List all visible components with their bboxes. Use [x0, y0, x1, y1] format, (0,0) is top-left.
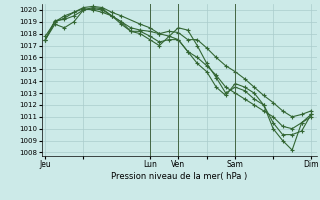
X-axis label: Pression niveau de la mer( hPa ): Pression niveau de la mer( hPa ) [111, 172, 247, 181]
